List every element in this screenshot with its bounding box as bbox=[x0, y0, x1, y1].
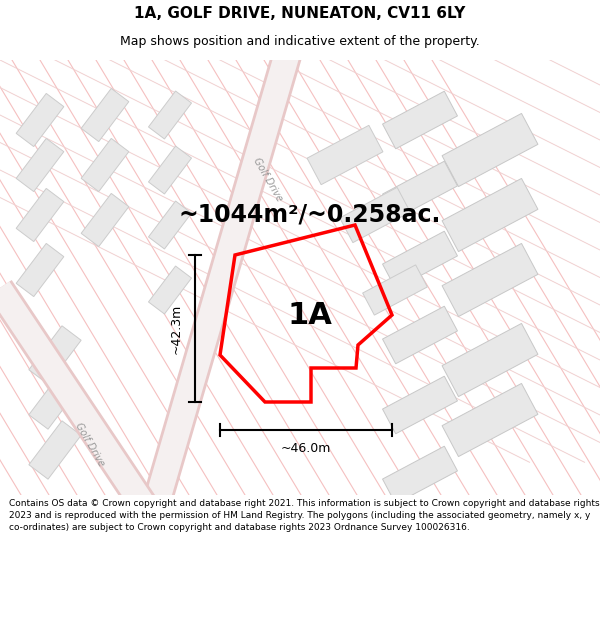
Bar bbox=[148, 266, 191, 314]
Bar bbox=[148, 91, 191, 139]
Bar bbox=[29, 371, 81, 429]
Text: ~46.0m: ~46.0m bbox=[281, 442, 331, 455]
Bar bbox=[148, 201, 191, 249]
Bar bbox=[442, 383, 538, 457]
Bar bbox=[442, 323, 538, 397]
Text: 1A, GOLF DRIVE, NUNEATON, CV11 6LY: 1A, GOLF DRIVE, NUNEATON, CV11 6LY bbox=[134, 6, 466, 21]
Bar bbox=[442, 243, 538, 317]
Bar bbox=[383, 446, 457, 504]
Text: Map shows position and indicative extent of the property.: Map shows position and indicative extent… bbox=[120, 35, 480, 48]
Bar bbox=[148, 146, 191, 194]
Text: Golf Drive: Golf Drive bbox=[73, 421, 107, 469]
Bar bbox=[383, 231, 457, 289]
Bar bbox=[383, 376, 457, 434]
Bar bbox=[81, 138, 129, 192]
Bar bbox=[442, 113, 538, 187]
Bar bbox=[383, 161, 457, 219]
Bar bbox=[383, 91, 457, 149]
Bar bbox=[383, 306, 457, 364]
Bar bbox=[442, 178, 538, 252]
Text: ~42.3m: ~42.3m bbox=[170, 303, 183, 354]
Text: Contains OS data © Crown copyright and database right 2021. This information is : Contains OS data © Crown copyright and d… bbox=[9, 499, 599, 531]
Bar bbox=[16, 243, 64, 297]
Bar bbox=[16, 138, 64, 192]
Bar bbox=[81, 193, 129, 247]
Bar bbox=[29, 326, 81, 384]
Text: Golf Drive: Golf Drive bbox=[251, 156, 284, 204]
Bar bbox=[362, 265, 427, 315]
Text: ~1044m²/~0.258ac.: ~1044m²/~0.258ac. bbox=[179, 203, 441, 227]
Bar bbox=[16, 93, 64, 147]
Bar bbox=[16, 188, 64, 242]
Text: 1A: 1A bbox=[287, 301, 332, 329]
Bar bbox=[307, 126, 383, 184]
Bar bbox=[81, 88, 129, 142]
Bar bbox=[29, 421, 81, 479]
Bar bbox=[340, 188, 410, 242]
